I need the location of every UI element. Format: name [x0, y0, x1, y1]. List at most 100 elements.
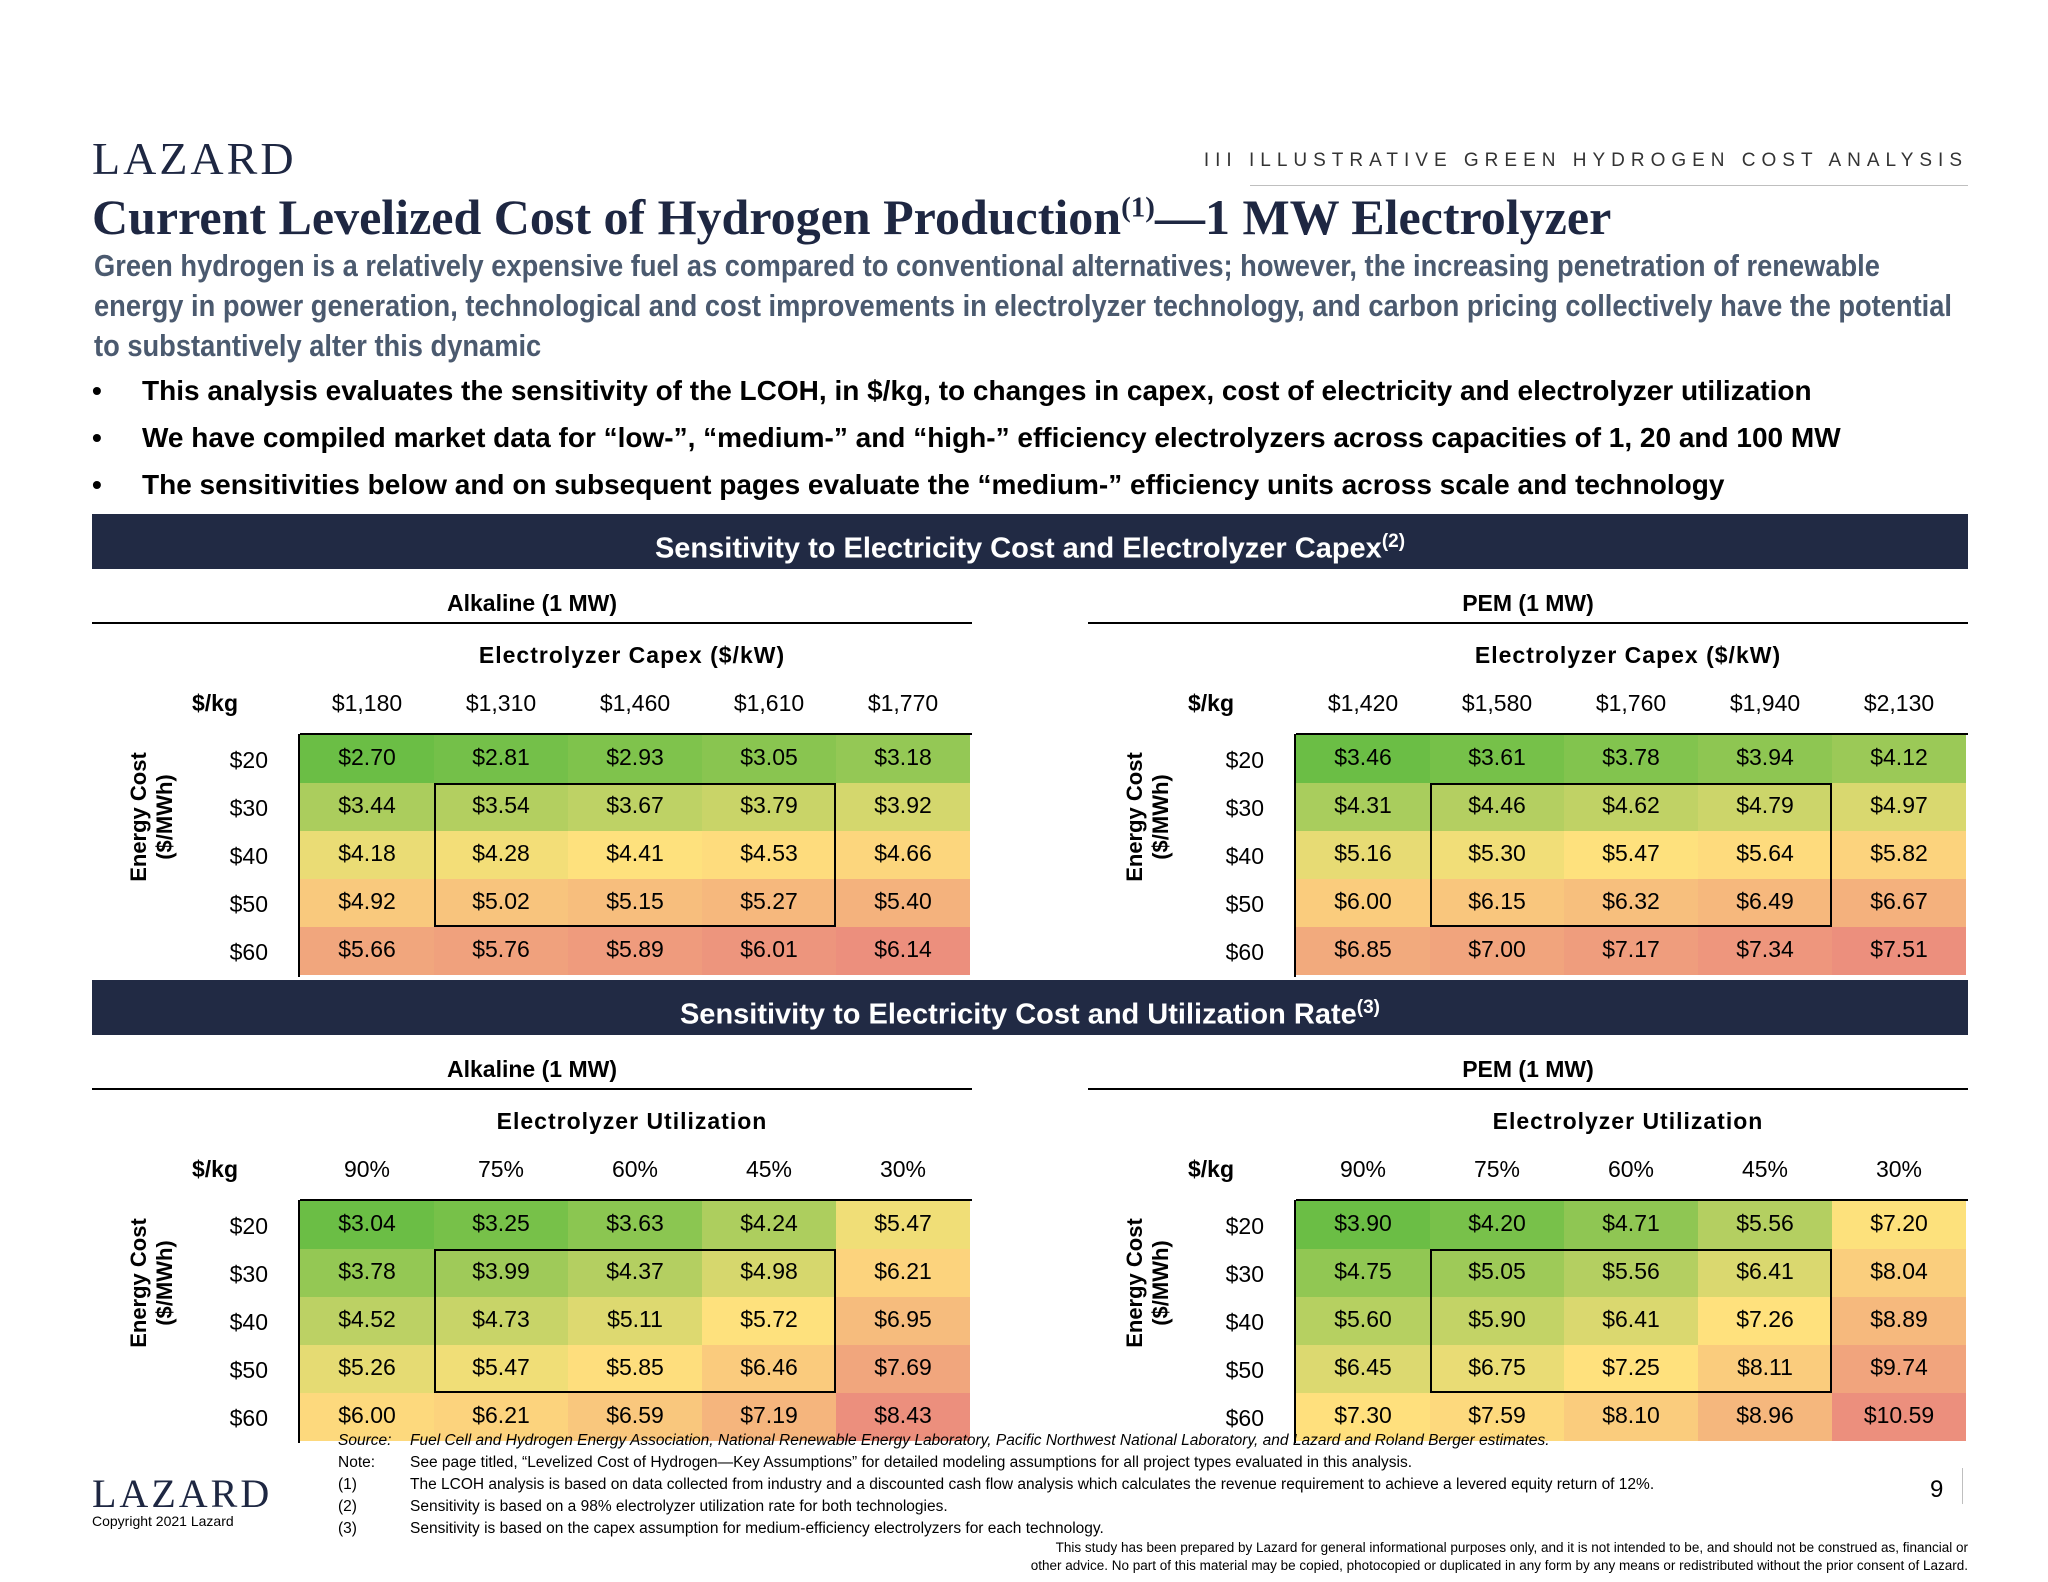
disclaimer: This study has been prepared by Lazard f…	[1031, 1539, 1968, 1575]
column-header: 90%	[343, 1156, 391, 1182]
footnote-key: Source:	[338, 1432, 392, 1449]
sensitivity-table-alkaline-utilization: Alkaline (1 MW) Electrolyzer Utilization E…	[92, 1056, 1052, 1496]
footnote-key: (2)	[338, 1498, 357, 1515]
table-cell: $5.66	[300, 927, 434, 975]
row-axis-title: Energy Cost ($/MWh)	[1118, 1148, 1178, 1418]
bullet-dot: •	[92, 422, 102, 453]
row-axis-title-line: Energy Cost	[126, 1218, 151, 1348]
table-cell: $7.51	[1832, 927, 1966, 975]
row-header: $60	[1225, 939, 1264, 965]
row-header: $40	[229, 843, 268, 869]
row-header: $20	[1225, 747, 1264, 773]
disclaimer-line: other advice. No part of this material m…	[1030, 1558, 1968, 1573]
row-axis-title-line: Energy Cost	[1122, 752, 1147, 882]
row-axis-title-text: Energy Cost ($/MWh)	[1122, 752, 1174, 882]
table-cell: $5.85	[568, 1345, 702, 1393]
highlight-box	[1430, 783, 1832, 927]
table-cell: $4.46	[1430, 783, 1564, 831]
row-header: $30	[229, 1261, 268, 1287]
unit-label: $/kg	[1188, 1156, 1235, 1182]
page-number: 9	[1930, 1476, 1944, 1503]
bullet-text: The sensitivities below and on subsequen…	[142, 469, 1725, 500]
bullet-text: We have compiled market data for “low-”,…	[142, 422, 1841, 453]
table-cell: $9.74	[1832, 1345, 1966, 1393]
table-title: PEM (1 MW)	[1462, 1056, 1594, 1082]
table-cell: $4.71	[1564, 1201, 1698, 1249]
table-cell: $4.37	[568, 1249, 702, 1297]
table-cell: $6.15	[1430, 879, 1564, 927]
table-cell: $7.20	[1832, 1201, 1966, 1249]
table-top-rule	[300, 1199, 972, 1201]
row-axis-title: Energy Cost ($/MWh)	[122, 682, 182, 952]
footnote-text: Sensitivity is based on a 98% electrolyz…	[410, 1498, 948, 1515]
column-header: 90%	[1339, 1156, 1387, 1182]
column-header: $1,420	[1327, 690, 1399, 716]
row-axis-title-text: Energy Cost ($/MWh)	[126, 1218, 178, 1348]
band-title: Sensitivity to Electricity Cost and Elec…	[654, 532, 1382, 565]
section-band-capex: Sensitivity to Electricity Cost and Elec…	[92, 514, 1968, 569]
table-cell: $4.79	[1698, 783, 1832, 831]
highlight-box	[434, 1249, 836, 1393]
table-cell: $4.28	[434, 831, 568, 879]
row-axis-title-line: ($/MWh)	[152, 774, 177, 860]
row-header: $60	[1225, 1405, 1264, 1431]
table-cell: $3.44	[300, 783, 434, 831]
column-header: $1,180	[331, 690, 403, 716]
table-cell: $4.75	[1296, 1249, 1430, 1297]
table-left-rule	[298, 1200, 300, 1443]
lazard-logo: LAZARD	[92, 133, 297, 184]
table-cell: $3.54	[434, 783, 568, 831]
column-header: $1,310	[465, 690, 537, 716]
table-cell: $6.00	[300, 1393, 434, 1441]
table-cell: $3.92	[836, 783, 970, 831]
table-cell: $5.89	[568, 927, 702, 975]
bullet-item: • We have compiled market data for “low-”…	[92, 417, 1972, 464]
row-axis-title-line: Energy Cost	[1122, 1218, 1147, 1348]
highlight-box	[434, 783, 836, 927]
title-main: Current Levelized Cost of Hydrogen Produ…	[92, 189, 1122, 245]
column-header: $1,460	[599, 690, 671, 716]
table-cell: $5.16	[1296, 831, 1430, 879]
lazard-logo-footer: LAZARD	[92, 1471, 273, 1516]
footnotes: Source: Fuel Cell and Hydrogen Energy Ass…	[338, 1430, 1654, 1540]
bullet-list: • This analysis evaluates the sensitivity…	[92, 370, 1972, 511]
row-axis-title-text: Energy Cost ($/MWh)	[126, 752, 178, 882]
unit-label: $/kg	[192, 690, 239, 716]
column-axis-title: Electrolyzer Capex ($/kW)	[1474, 642, 1782, 668]
column-header: 60%	[611, 1156, 659, 1182]
band-footnote-ref: (3)	[1356, 997, 1381, 1018]
table-cell: $6.21	[836, 1249, 970, 1297]
table-cell: $4.73	[434, 1297, 568, 1345]
footnote-key: (1)	[338, 1476, 357, 1493]
bullet-item: • The sensitivities below and on subseque…	[92, 464, 1972, 511]
table-cell: $4.98	[702, 1249, 836, 1297]
table-cell: $7.19	[702, 1393, 836, 1441]
table-cell: $5.76	[434, 927, 568, 975]
row-axis-title-line: ($/MWh)	[1148, 774, 1173, 860]
unit-label: $/kg	[192, 1156, 239, 1182]
table-cell: $5.56	[1698, 1201, 1832, 1249]
footnote-text: Fuel Cell and Hydrogen Energy Associatio…	[410, 1432, 1550, 1449]
table-cell: $3.05	[702, 735, 836, 783]
table-cell: $6.46	[702, 1345, 836, 1393]
table-cell: $3.04	[300, 1201, 434, 1249]
row-header: $40	[229, 1309, 268, 1335]
table-cell: $6.32	[1564, 879, 1698, 927]
row-axis-title: Energy Cost ($/MWh)	[1118, 682, 1178, 952]
column-header: $2,130	[1863, 690, 1935, 716]
column-header: $1,770	[867, 690, 939, 716]
table-cell: $10.59	[1832, 1393, 1966, 1441]
table-title: PEM (1 MW)	[1462, 590, 1594, 616]
sensitivity-table-pem-utilization: PEM (1 MW) Electrolyzer Utilization Energy…	[1088, 1056, 2048, 1496]
table-cell: $4.92	[300, 879, 434, 927]
footnote-3: (3) Sensitivity is based on the capex ass…	[338, 1518, 1654, 1540]
table-cell: $5.11	[568, 1297, 702, 1345]
table-cell: $8.89	[1832, 1297, 1966, 1345]
table-cell: $8.11	[1698, 1345, 1832, 1393]
footnote-text: See page titled, “Levelized Cost of Hydr…	[410, 1454, 1413, 1471]
table-cell: $5.56	[1564, 1249, 1698, 1297]
table-cell: $5.64	[1698, 831, 1832, 879]
bullet-dot: •	[92, 469, 102, 500]
table-cell: $6.59	[568, 1393, 702, 1441]
table-cell: $4.52	[300, 1297, 434, 1345]
